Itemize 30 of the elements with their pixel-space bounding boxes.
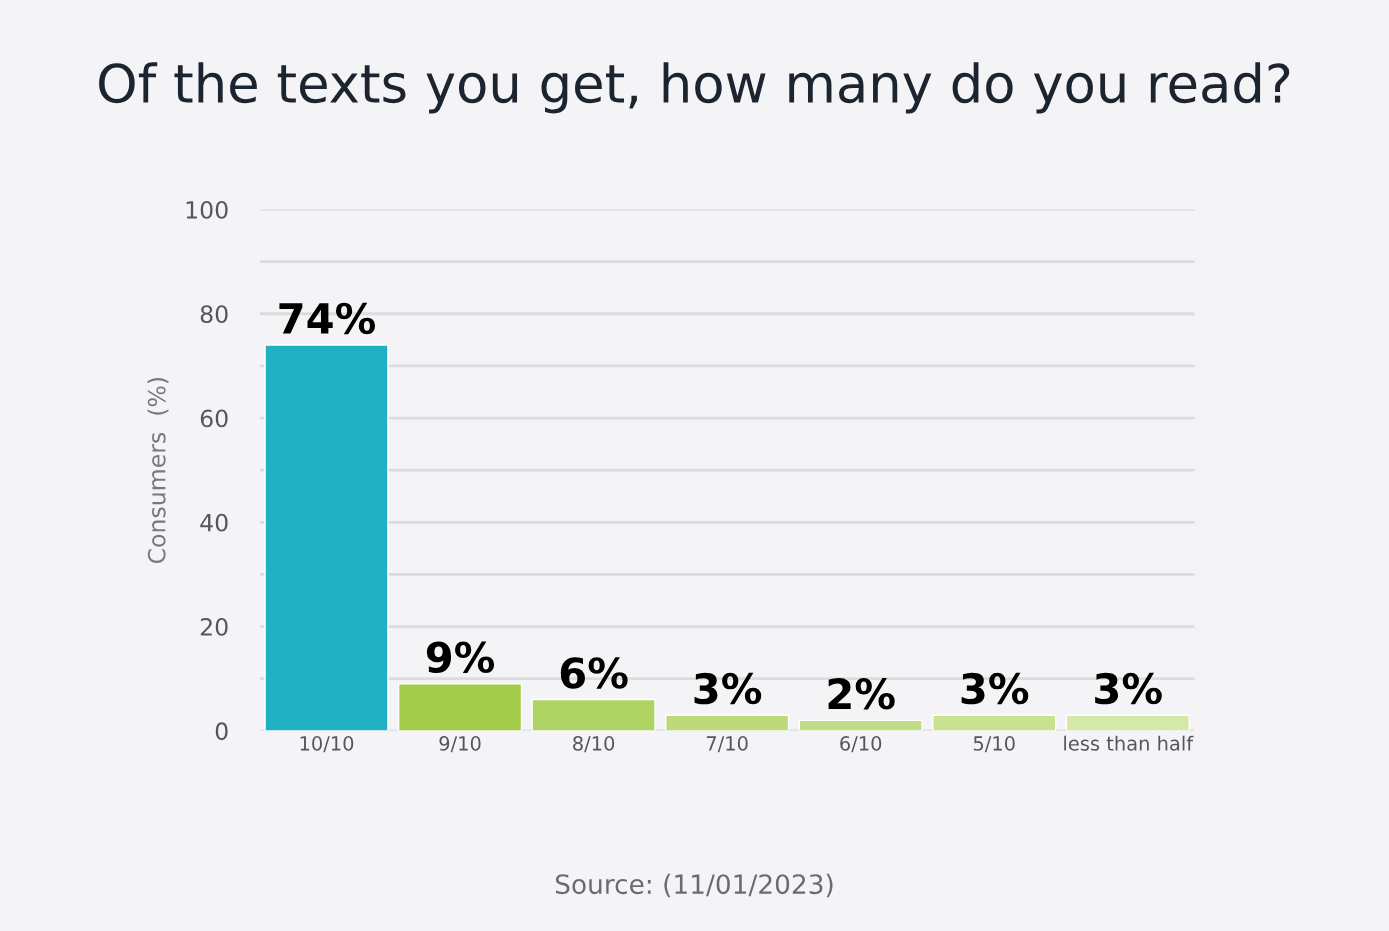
- x-tick-label: 5/10: [973, 736, 1015, 753]
- y-axis-title: Consumers (%): [147, 377, 169, 564]
- chart-title: Of the texts you get, how many do you read?: [99, 62, 1290, 114]
- bar: [798, 719, 923, 731]
- data-label: 2%: [828, 678, 895, 710]
- bar: [1065, 714, 1190, 731]
- data-label: 74%: [279, 302, 376, 335]
- bar: [531, 698, 656, 731]
- bar: [397, 683, 523, 731]
- x-tick-label: less than half: [1064, 735, 1194, 751]
- data-label: 3%: [961, 672, 1029, 705]
- x-tick-label: 9/10: [439, 736, 481, 753]
- bar: [932, 714, 1057, 731]
- y-tick-label: 80: [200, 305, 228, 324]
- data-label: 3%: [1095, 672, 1162, 705]
- x-tick-label: 7/10: [706, 736, 748, 753]
- y-tick-label: 60: [200, 409, 228, 428]
- data-label: 3%: [694, 672, 762, 705]
- data-label: 9%: [426, 641, 495, 674]
- x-tick-label: 6/10: [840, 736, 882, 753]
- y-tick-label: 20: [200, 618, 228, 636]
- bar: [665, 714, 790, 731]
- x-tick-label: 10/10: [300, 736, 354, 753]
- x-tick-label: 8/10: [573, 736, 615, 753]
- source-note: Source: (11/01/2023): [555, 873, 833, 898]
- bar: [264, 344, 389, 731]
- y-tick-label: 0: [215, 722, 228, 741]
- data-label: 6%: [560, 657, 628, 689]
- y-tick-label: 100: [186, 200, 228, 219]
- y-tick-label: 40: [200, 513, 228, 532]
